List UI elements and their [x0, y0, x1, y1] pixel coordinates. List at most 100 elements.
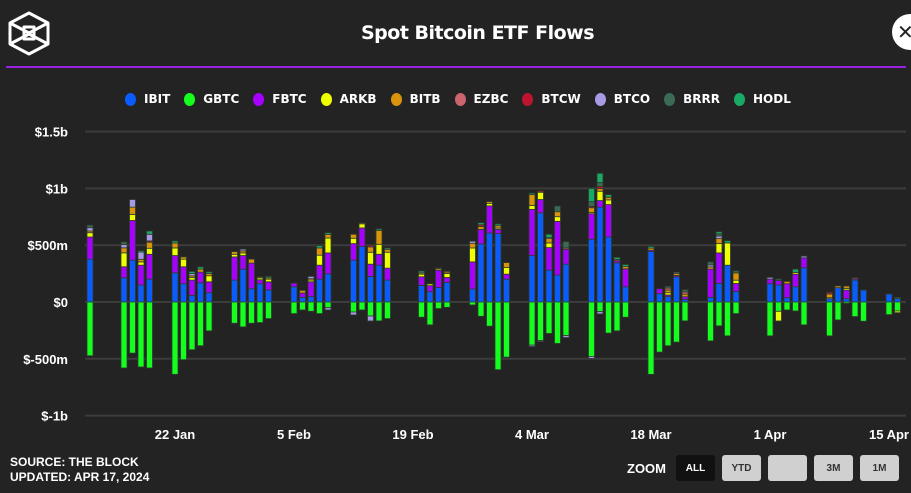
bar-gbtc-2024-02-29[interactable]	[494, 301, 502, 371]
bar-gbtc-2024-01-25[interactable]	[197, 301, 204, 347]
bar-gbtc-2024-02-16[interactable]	[384, 301, 391, 319]
bar-gbtc-2024-04-03[interactable]	[783, 301, 791, 311]
bar-hodl-2024-01-19[interactable]	[146, 230, 153, 235]
bar-bitb-2024-01-19[interactable]	[146, 241, 153, 249]
bar-btco-2024-03-04[interactable]	[528, 344, 536, 347]
bar-ibit-2024-02-02[interactable]	[265, 289, 272, 303]
bar-gbtc-2024-04-12[interactable]	[860, 301, 867, 322]
bar-ibit-2024-02-21[interactable]	[426, 291, 434, 303]
bar-ibit-2024-03-15[interactable]	[622, 286, 629, 303]
bar-gbtc-2024-01-26[interactable]	[205, 301, 213, 332]
bar-ibit-2024-03-21[interactable]	[673, 276, 680, 303]
bar-arkb-2024-03-26[interactable]	[715, 243, 723, 254]
bar-ibit-2024-04-03[interactable]	[783, 297, 791, 303]
bar-hodl-2024-03-06[interactable]	[545, 233, 553, 238]
bar-fbtc-2024-02-20[interactable]	[418, 276, 425, 286]
bar-gbtc-2024-03-05[interactable]	[537, 301, 544, 341]
bar-brrr-2024-03-25[interactable]	[707, 261, 714, 266]
bar-gbtc-2024-03-14[interactable]	[613, 301, 621, 332]
bar-ibit-2024-04-02[interactable]	[775, 284, 782, 303]
bar-fbtc-2024-03-04[interactable]	[528, 209, 536, 256]
bar-hodl-2024-01-22[interactable]	[171, 240, 179, 244]
bar-fbtc-2024-03-07[interactable]	[554, 220, 561, 276]
bar-arkb-2024-02-21[interactable]	[426, 283, 434, 287]
bar-ibit-2024-02-01[interactable]	[256, 283, 264, 303]
bar-ibit-2024-01-24[interactable]	[188, 295, 196, 303]
bar-bitb-2024-03-11[interactable]	[588, 207, 595, 213]
bar-ibit-2024-01-25[interactable]	[197, 282, 204, 303]
bar-ibit-2024-02-07[interactable]	[307, 296, 315, 303]
bar-arkb-2024-02-08[interactable]	[316, 254, 323, 266]
bar-fbtc-2024-01-31[interactable]	[248, 262, 255, 290]
bar-gbtc-2024-03-27[interactable]	[724, 301, 731, 337]
bar-gbtc-2024-03-22[interactable]	[681, 301, 689, 322]
bar-bitb-2024-01-16[interactable]	[120, 247, 128, 254]
bar-hodl-2024-02-20[interactable]	[418, 270, 425, 274]
bar-ibit-2024-03-12[interactable]	[596, 206, 604, 303]
bar-gbtc-2024-02-01[interactable]	[256, 301, 264, 323]
legend-item-ibit[interactable]: IBIT	[125, 92, 170, 106]
bar-brrr-2024-01-12[interactable]	[86, 224, 94, 229]
bar-ibit-2024-02-06[interactable]	[299, 296, 306, 303]
bar-hodl-2024-03-14[interactable]	[613, 256, 621, 260]
bar-ibit-2024-02-26[interactable]	[469, 288, 476, 303]
bar-hodl-2024-03-13[interactable]	[605, 194, 612, 198]
bar-ibit-2024-02-12[interactable]	[350, 259, 357, 303]
bar-hodl-2024-03-18[interactable]	[647, 246, 655, 249]
legend-item-btco[interactable]: BTCO	[594, 92, 650, 106]
bar-fbtc-2024-02-07[interactable]	[307, 281, 315, 298]
bar-fbtc-2024-02-01[interactable]	[256, 279, 264, 285]
bar-gbtc-2024-03-07[interactable]	[554, 301, 561, 344]
bar-gbtc-2024-03-26[interactable]	[715, 301, 723, 327]
bar-fbtc-2024-04-03[interactable]	[783, 283, 791, 299]
bar-bitb-2024-02-06[interactable]	[299, 290, 306, 294]
bar-gbtc-2024-01-22[interactable]	[171, 301, 179, 375]
bar-bitb-2024-02-12[interactable]	[350, 233, 357, 239]
bar-btcw-2024-02-22[interactable]	[435, 267, 442, 270]
bar-gbtc-2024-02-13[interactable]	[358, 301, 366, 311]
bar-ibit-2024-04-04[interactable]	[792, 286, 799, 303]
bar-gbtc-2024-03-18[interactable]	[647, 301, 655, 375]
bar-ibit-2024-03-19[interactable]	[656, 293, 663, 303]
bar-ibit-2024-03-28[interactable]	[732, 291, 740, 303]
bar-fbtc-2024-02-16[interactable]	[384, 267, 391, 281]
bar-bitb-2024-01-31[interactable]	[248, 258, 255, 264]
bar-fbtc-2024-02-08[interactable]	[316, 264, 323, 280]
bar-fbtc-2024-02-13[interactable]	[358, 227, 366, 247]
bar-gbtc-2024-02-15[interactable]	[375, 301, 383, 322]
bar-btco-2024-03-21[interactable]	[673, 271, 680, 274]
bar-bitb-2024-04-09[interactable]	[834, 285, 842, 289]
bar-brrr-2024-04-02[interactable]	[775, 278, 782, 281]
bar-ibit-2024-04-09[interactable]	[834, 287, 842, 303]
bar-arkb-2024-03-12[interactable]	[596, 190, 604, 201]
bar-ibit-2024-01-29[interactable]	[231, 279, 238, 303]
bar-gbtc-2024-01-24[interactable]	[188, 301, 196, 351]
bar-gbtc-2024-04-16[interactable]	[894, 301, 901, 312]
bar-fbtc-2024-01-23[interactable]	[180, 266, 187, 285]
bar-bitb-2024-03-01[interactable]	[503, 262, 510, 268]
bar-hodl-2024-02-29[interactable]	[494, 223, 502, 227]
bar-btco-2024-01-19[interactable]	[146, 233, 153, 242]
bar-fbtc-2024-03-05[interactable]	[537, 199, 544, 214]
bar-fbtc-2024-02-02[interactable]	[265, 281, 272, 291]
bar-hodl-2024-02-27[interactable]	[477, 222, 485, 226]
bar-arkb-2024-02-15[interactable]	[375, 243, 383, 255]
bar-ibit-2024-04-01[interactable]	[766, 283, 774, 303]
bar-fbtc-2024-01-17[interactable]	[129, 220, 136, 261]
legend-item-gbtc[interactable]: GBTC	[184, 92, 239, 106]
bar-gbtc-2024-02-28[interactable]	[486, 301, 493, 327]
bar-gbtc-2024-03-13[interactable]	[605, 301, 612, 334]
bar-fbtc-2024-02-09[interactable]	[324, 252, 332, 275]
bar-bitb-2024-03-26[interactable]	[715, 238, 723, 245]
bar-btcw-2024-03-05[interactable]	[537, 190, 544, 193]
bar-btco-2024-01-18[interactable]	[137, 251, 145, 260]
bar-ibit-2024-03-08[interactable]	[562, 263, 570, 303]
bar-btco-2024-02-07[interactable]	[307, 276, 315, 280]
bar-arkb-2024-03-07[interactable]	[554, 216, 561, 222]
bar-gbtc-2024-02-12[interactable]	[350, 301, 357, 313]
bar-ibit-2024-04-16[interactable]	[894, 298, 901, 303]
bar-ibit-2024-03-04[interactable]	[528, 255, 536, 303]
bar-bitb-2024-03-07[interactable]	[554, 211, 561, 218]
bar-fbtc-2024-03-25[interactable]	[707, 268, 714, 298]
bar-brrr-2024-03-20[interactable]	[664, 285, 672, 289]
